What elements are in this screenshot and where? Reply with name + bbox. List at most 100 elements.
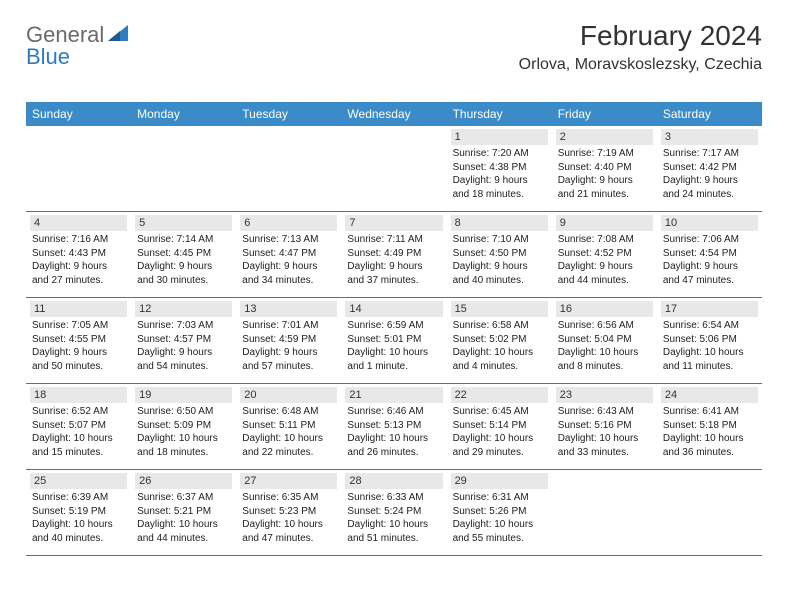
sunset-text: Sunset: 5:21 PM xyxy=(135,505,232,519)
calendar-cell xyxy=(236,126,341,212)
day-number: 20 xyxy=(240,387,337,403)
sunrise-text: Sunrise: 6:33 AM xyxy=(345,491,442,505)
day-number: 24 xyxy=(661,387,758,403)
sunset-text: Sunset: 4:50 PM xyxy=(451,247,548,261)
daylight-text-2: and 11 minutes. xyxy=(661,360,758,374)
sunrise-text: Sunrise: 7:05 AM xyxy=(30,319,127,333)
calendar-cell: 3Sunrise: 7:17 AMSunset: 4:42 PMDaylight… xyxy=(657,126,762,212)
sunset-text: Sunset: 5:19 PM xyxy=(30,505,127,519)
sunrise-text: Sunrise: 7:14 AM xyxy=(135,233,232,247)
calendar-cell: 22Sunrise: 6:45 AMSunset: 5:14 PMDayligh… xyxy=(447,384,552,470)
daylight-text-2: and 50 minutes. xyxy=(30,360,127,374)
daylight-text-2: and 18 minutes. xyxy=(135,446,232,460)
day-number: 29 xyxy=(451,473,548,489)
sunset-text: Sunset: 4:55 PM xyxy=(30,333,127,347)
sunrise-text: Sunrise: 7:03 AM xyxy=(135,319,232,333)
calendar-cell: 2Sunrise: 7:19 AMSunset: 4:40 PMDaylight… xyxy=(552,126,657,212)
sunset-text: Sunset: 5:18 PM xyxy=(661,419,758,433)
daylight-text-2: and 8 minutes. xyxy=(556,360,653,374)
day-number: 16 xyxy=(556,301,653,317)
sunrise-text: Sunrise: 7:16 AM xyxy=(30,233,127,247)
daylight-text-2: and 37 minutes. xyxy=(345,274,442,288)
day-number: 26 xyxy=(135,473,232,489)
calendar-cell: 7Sunrise: 7:11 AMSunset: 4:49 PMDaylight… xyxy=(341,212,446,298)
daylight-text-2: and 22 minutes. xyxy=(240,446,337,460)
day-number: 21 xyxy=(345,387,442,403)
daylight-text-2: and 55 minutes. xyxy=(451,532,548,546)
sunrise-text: Sunrise: 6:50 AM xyxy=(135,405,232,419)
calendar-cell: 6Sunrise: 7:13 AMSunset: 4:47 PMDaylight… xyxy=(236,212,341,298)
daylight-text-1: Daylight: 10 hours xyxy=(240,518,337,532)
day-number: 15 xyxy=(451,301,548,317)
sunrise-text: Sunrise: 6:37 AM xyxy=(135,491,232,505)
calendar-cell: 15Sunrise: 6:58 AMSunset: 5:02 PMDayligh… xyxy=(447,298,552,384)
daylight-text-1: Daylight: 9 hours xyxy=(30,260,127,274)
daylight-text-2: and 34 minutes. xyxy=(240,274,337,288)
daylight-text-2: and 36 minutes. xyxy=(661,446,758,460)
day-number: 5 xyxy=(135,215,232,231)
calendar-cell: 29Sunrise: 6:31 AMSunset: 5:26 PMDayligh… xyxy=(447,470,552,556)
calendar-cell: 5Sunrise: 7:14 AMSunset: 4:45 PMDaylight… xyxy=(131,212,236,298)
daylight-text-2: and 40 minutes. xyxy=(451,274,548,288)
sunset-text: Sunset: 5:26 PM xyxy=(451,505,548,519)
logo-text-blue: Blue xyxy=(26,44,70,70)
calendar-cell xyxy=(131,126,236,212)
month-title: February 2024 xyxy=(519,20,762,52)
sunset-text: Sunset: 4:43 PM xyxy=(30,247,127,261)
daylight-text-2: and 1 minute. xyxy=(345,360,442,374)
daylight-text-1: Daylight: 9 hours xyxy=(240,346,337,360)
sunset-text: Sunset: 4:52 PM xyxy=(556,247,653,261)
sunrise-text: Sunrise: 6:54 AM xyxy=(661,319,758,333)
sunset-text: Sunset: 5:13 PM xyxy=(345,419,442,433)
calendar-cell: 8Sunrise: 7:10 AMSunset: 4:50 PMDaylight… xyxy=(447,212,552,298)
daylight-text-1: Daylight: 10 hours xyxy=(30,432,127,446)
day-header: Tuesday xyxy=(236,102,341,126)
daylight-text-1: Daylight: 10 hours xyxy=(556,346,653,360)
sunrise-text: Sunrise: 7:01 AM xyxy=(240,319,337,333)
day-header: Monday xyxy=(131,102,236,126)
calendar-cell: 23Sunrise: 6:43 AMSunset: 5:16 PMDayligh… xyxy=(552,384,657,470)
sunrise-text: Sunrise: 7:06 AM xyxy=(661,233,758,247)
daylight-text-1: Daylight: 9 hours xyxy=(556,260,653,274)
sunrise-text: Sunrise: 7:17 AM xyxy=(661,147,758,161)
daylight-text-2: and 40 minutes. xyxy=(30,532,127,546)
calendar-cell: 10Sunrise: 7:06 AMSunset: 4:54 PMDayligh… xyxy=(657,212,762,298)
sunset-text: Sunset: 4:57 PM xyxy=(135,333,232,347)
calendar-cell: 9Sunrise: 7:08 AMSunset: 4:52 PMDaylight… xyxy=(552,212,657,298)
daylight-text-1: Daylight: 9 hours xyxy=(345,260,442,274)
day-number: 7 xyxy=(345,215,442,231)
day-header: Saturday xyxy=(657,102,762,126)
daylight-text-2: and 24 minutes. xyxy=(661,188,758,202)
daylight-text-2: and 30 minutes. xyxy=(135,274,232,288)
calendar-cell: 13Sunrise: 7:01 AMSunset: 4:59 PMDayligh… xyxy=(236,298,341,384)
daylight-text-2: and 18 minutes. xyxy=(451,188,548,202)
calendar-cell: 1Sunrise: 7:20 AMSunset: 4:38 PMDaylight… xyxy=(447,126,552,212)
sunrise-text: Sunrise: 6:59 AM xyxy=(345,319,442,333)
daylight-text-1: Daylight: 10 hours xyxy=(345,518,442,532)
sunset-text: Sunset: 5:09 PM xyxy=(135,419,232,433)
daylight-text-1: Daylight: 9 hours xyxy=(30,346,127,360)
sunset-text: Sunset: 4:40 PM xyxy=(556,161,653,175)
daylight-text-2: and 44 minutes. xyxy=(556,274,653,288)
daylight-text-1: Daylight: 10 hours xyxy=(451,432,548,446)
calendar-cell: 4Sunrise: 7:16 AMSunset: 4:43 PMDaylight… xyxy=(26,212,131,298)
logo: General Blue xyxy=(26,22,128,48)
daylight-text-1: Daylight: 9 hours xyxy=(135,346,232,360)
daylight-text-1: Daylight: 10 hours xyxy=(240,432,337,446)
calendar-cell: 16Sunrise: 6:56 AMSunset: 5:04 PMDayligh… xyxy=(552,298,657,384)
calendar-cell xyxy=(552,470,657,556)
day-number: 25 xyxy=(30,473,127,489)
day-number: 17 xyxy=(661,301,758,317)
header: February 2024 Orlova, Moravskoslezsky, C… xyxy=(519,20,762,74)
day-number: 8 xyxy=(451,215,548,231)
day-number: 12 xyxy=(135,301,232,317)
daylight-text-1: Daylight: 9 hours xyxy=(661,260,758,274)
calendar-cell: 18Sunrise: 6:52 AMSunset: 5:07 PMDayligh… xyxy=(26,384,131,470)
sunset-text: Sunset: 5:01 PM xyxy=(345,333,442,347)
day-number: 27 xyxy=(240,473,337,489)
sunset-text: Sunset: 4:54 PM xyxy=(661,247,758,261)
day-number: 23 xyxy=(556,387,653,403)
day-number: 11 xyxy=(30,301,127,317)
sunrise-text: Sunrise: 7:20 AM xyxy=(451,147,548,161)
day-number: 6 xyxy=(240,215,337,231)
